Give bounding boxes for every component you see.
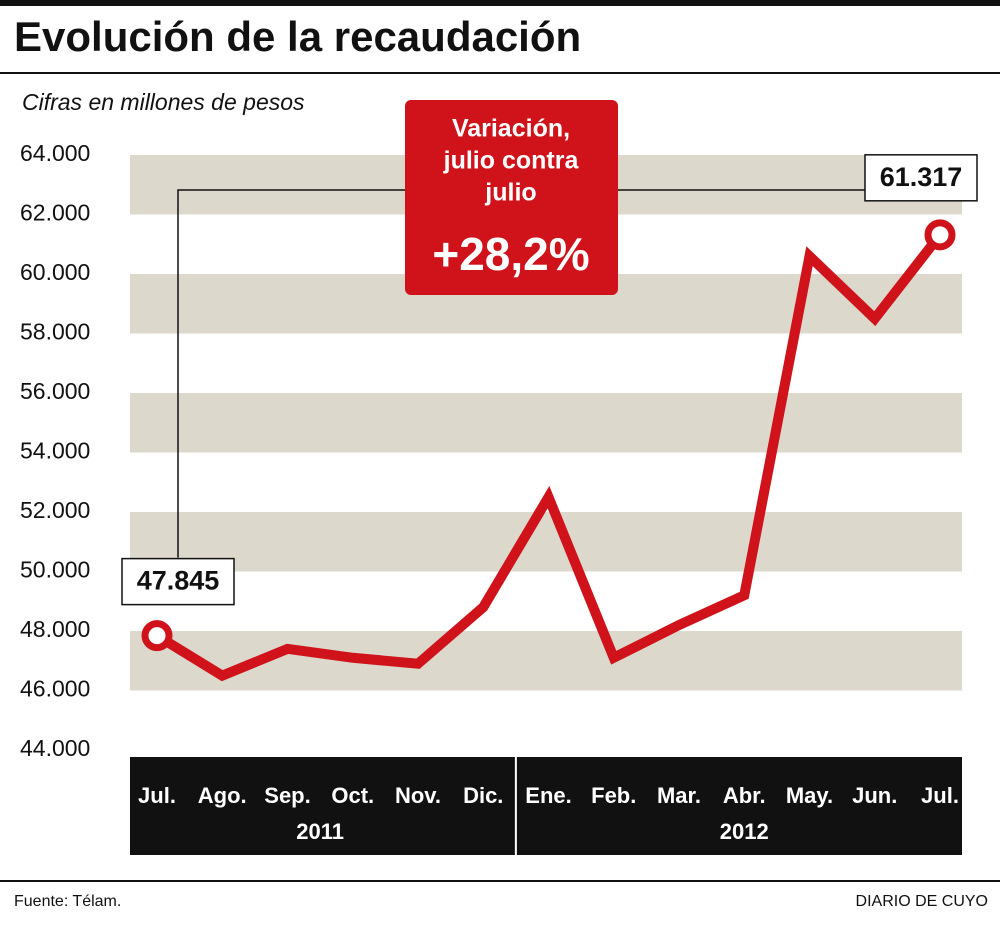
y-tick-label: 48.000: [20, 616, 90, 642]
source: Fuente: Télam.: [14, 893, 121, 910]
x-tick-label: Mar.: [657, 783, 701, 808]
annotation-text: Variación,: [452, 115, 570, 143]
y-tick-label: 62.000: [20, 200, 90, 226]
x-tick-label: Abr.: [723, 783, 766, 808]
end-marker: [141, 620, 173, 652]
x-tick-label: Dic.: [463, 783, 503, 808]
footer-rule: [0, 880, 1000, 882]
annotation-text: julio: [484, 179, 536, 207]
annotation-value: +28,2%: [432, 228, 589, 280]
chart-title: Evolución de la recaudación: [14, 13, 581, 60]
value-label-box: [121, 557, 235, 606]
subtitle: Cifras en millones de pesos: [22, 89, 305, 115]
grid-band: [130, 512, 962, 572]
y-tick-label: 54.000: [20, 438, 90, 464]
category-bar: [130, 757, 962, 855]
grid-band: [130, 393, 962, 453]
x-tick-label: Jul.: [921, 783, 959, 808]
y-tick-label: 50.000: [20, 557, 90, 583]
y-tick-label: 64.000: [20, 140, 90, 166]
x-tick-label: Jun.: [852, 783, 897, 808]
data-line: [154, 231, 944, 682]
y-tick-label: 60.000: [20, 259, 90, 285]
annotation-box: [405, 100, 618, 295]
end-marker: [924, 219, 956, 251]
year-label: 2012: [720, 819, 769, 844]
value-label: 61.317: [880, 162, 963, 192]
y-tick-label: 52.000: [20, 497, 90, 523]
top-rule: [0, 0, 1000, 6]
plot: 44.000 46.000 48.000 50.000 52.000 54.000 56.0…: [20, 100, 978, 855]
y-tick-label: 58.000: [20, 319, 90, 345]
x-tick-label: Ago.: [198, 783, 247, 808]
x-tick-label: Oct.: [331, 783, 374, 808]
y-tick-label: 44.000: [20, 735, 90, 761]
value-label: 47.845: [137, 566, 220, 596]
x-tick-label: May.: [786, 783, 833, 808]
connector: [177, 189, 865, 558]
value-label-box: [864, 154, 978, 202]
year-label: 2011: [296, 819, 344, 844]
x-tick-label: Jul.: [138, 783, 176, 808]
x-tick-label: Feb.: [591, 783, 636, 808]
x-tick-label: Ene.: [525, 783, 571, 808]
title-rule: [0, 72, 1000, 74]
y-tick-label: 56.000: [20, 378, 90, 404]
x-tick-label: Nov.: [395, 783, 441, 808]
x-tick-label: Sep.: [264, 783, 310, 808]
credit: DIARIO DE CUYO: [856, 893, 988, 910]
y-tick-label: 46.000: [20, 676, 90, 702]
annotation-text: julio contra: [443, 147, 580, 175]
